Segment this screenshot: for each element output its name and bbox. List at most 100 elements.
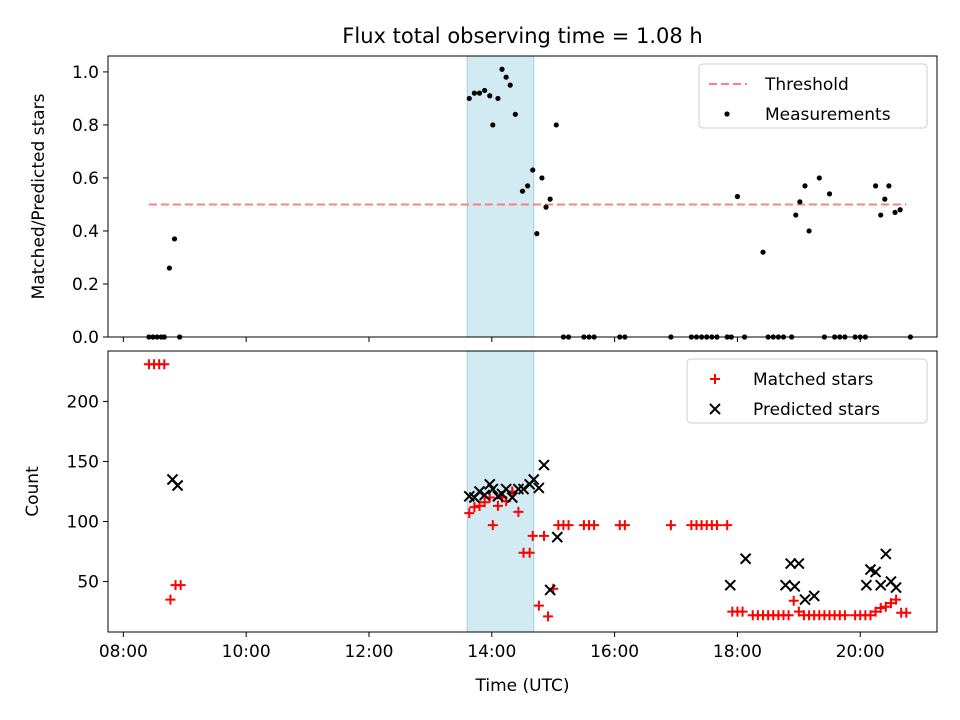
matched-star-point xyxy=(175,580,186,591)
y-tick-label: 0.0 xyxy=(72,328,99,348)
matched-star-point xyxy=(533,600,544,611)
matched-star-point xyxy=(524,547,535,558)
predicted-star-point xyxy=(799,593,811,606)
x-tick-label: 12:00 xyxy=(344,642,393,662)
matched-star-point xyxy=(885,598,896,609)
predicted-star-point xyxy=(739,553,752,565)
predicted-star-point xyxy=(551,531,564,543)
measurement-point xyxy=(897,207,903,213)
y-tick-label: 0.4 xyxy=(72,222,99,242)
measurement-point xyxy=(499,66,505,72)
predicted-star-point xyxy=(473,485,486,498)
matched-star-point xyxy=(527,530,538,541)
predicted-star-point xyxy=(869,566,882,578)
y-tick-label: 0.2 xyxy=(72,275,99,295)
legend: Threshold Measurements xyxy=(698,63,928,129)
matched-star-point xyxy=(875,602,886,613)
measurement-point xyxy=(882,196,888,202)
measurement-point xyxy=(512,111,518,117)
y-tick-label: 1.0 xyxy=(72,63,99,83)
legend-box xyxy=(698,63,928,129)
y-tick-label: 200 xyxy=(67,392,99,412)
y-tick-label: 150 xyxy=(67,452,99,472)
matched-star-point xyxy=(665,520,676,531)
matched-star-point xyxy=(543,611,554,622)
measurement-point xyxy=(760,249,766,255)
measurement-point xyxy=(525,183,531,189)
predicted-star-point xyxy=(478,489,491,501)
matched-star-point xyxy=(464,508,475,519)
legend-predicted-swatch xyxy=(709,403,721,415)
top-panel: 0.0 0.2 0.4 0.6 0.8 1.0 Matched/Predicted star… xyxy=(29,24,938,348)
matched-star-point xyxy=(793,606,804,617)
measurement-point xyxy=(503,74,509,80)
y-tick-label: 0.6 xyxy=(72,169,99,189)
predicted-star-point xyxy=(533,482,545,494)
predicted-star-point xyxy=(171,479,184,492)
matched-star-point xyxy=(839,610,850,621)
matched-star-point xyxy=(538,530,549,541)
measurement-point xyxy=(490,122,496,128)
measurement-point xyxy=(878,212,884,218)
measurement-point xyxy=(872,183,879,189)
predicted-star-point xyxy=(779,579,792,591)
x-tick-label: 18:00 xyxy=(713,642,762,662)
predicted-star-point xyxy=(875,579,887,591)
predicted-star-point xyxy=(487,483,499,495)
measurement-point xyxy=(166,265,173,271)
measurement-point xyxy=(539,175,545,181)
legend-label: Threshold xyxy=(764,75,849,95)
matched-star-point xyxy=(865,610,876,621)
matched-star-point xyxy=(901,607,912,618)
matched-star-point xyxy=(880,601,891,612)
chart-title: Flux total observing time = 1.08 h xyxy=(342,24,702,48)
x-tick-label: 20:00 xyxy=(836,642,885,662)
measurement-point xyxy=(466,95,472,102)
y-tick-label: 50 xyxy=(77,573,99,593)
predicted-star-point xyxy=(500,483,512,495)
matched-star-point xyxy=(589,520,600,531)
legend-label: Matched stars xyxy=(753,370,873,390)
predicted-star-point xyxy=(890,581,902,594)
predicted-star-point xyxy=(808,590,820,602)
matched-star-point xyxy=(479,497,490,508)
predicted-star-point xyxy=(506,491,518,504)
measurement-point xyxy=(797,199,803,205)
measurement-point xyxy=(886,183,892,189)
matched-star-point xyxy=(159,359,170,370)
matched-star-point xyxy=(563,520,574,531)
measurement-point xyxy=(892,209,898,216)
y-axis-label: Count xyxy=(23,466,43,517)
matched-star-point xyxy=(513,506,524,517)
measurement-point xyxy=(530,167,536,173)
legend: Matched stars Predicted stars xyxy=(686,358,928,424)
measurement-point xyxy=(471,90,477,96)
x-axis-label: Time (UTC) xyxy=(475,676,570,696)
predicted-star-point xyxy=(512,483,525,495)
measurement-point xyxy=(816,175,822,181)
axes-frame xyxy=(107,55,938,338)
matched-star-point xyxy=(711,520,722,531)
legend-box xyxy=(686,358,928,424)
x-tick-label: 10:00 xyxy=(222,642,271,662)
matched-star-point xyxy=(788,595,799,606)
y-tick-label: 0.8 xyxy=(72,116,99,136)
measurement-point xyxy=(806,228,812,234)
predicted-star-point xyxy=(538,459,550,471)
x-tick-label: 08:00 xyxy=(99,642,148,662)
matched-star-point xyxy=(474,500,485,511)
measurement-point xyxy=(793,212,799,218)
measurement-point xyxy=(487,93,493,99)
matched-star-point xyxy=(619,520,630,531)
y-tick-label: 100 xyxy=(67,513,99,533)
matched-star-point xyxy=(165,594,176,605)
measurement-point xyxy=(543,204,549,210)
legend-label: Measurements xyxy=(765,105,891,125)
measurement-point xyxy=(534,231,540,237)
bottom-panel: 50 100 150 200 08:00 10:00 12:00 14:00 16:00 18:0… xyxy=(23,350,938,696)
matched-star-point xyxy=(891,594,902,605)
predicted-star-point xyxy=(860,579,873,591)
legend-label: Predicted stars xyxy=(753,400,880,420)
measurement-point xyxy=(495,95,501,102)
